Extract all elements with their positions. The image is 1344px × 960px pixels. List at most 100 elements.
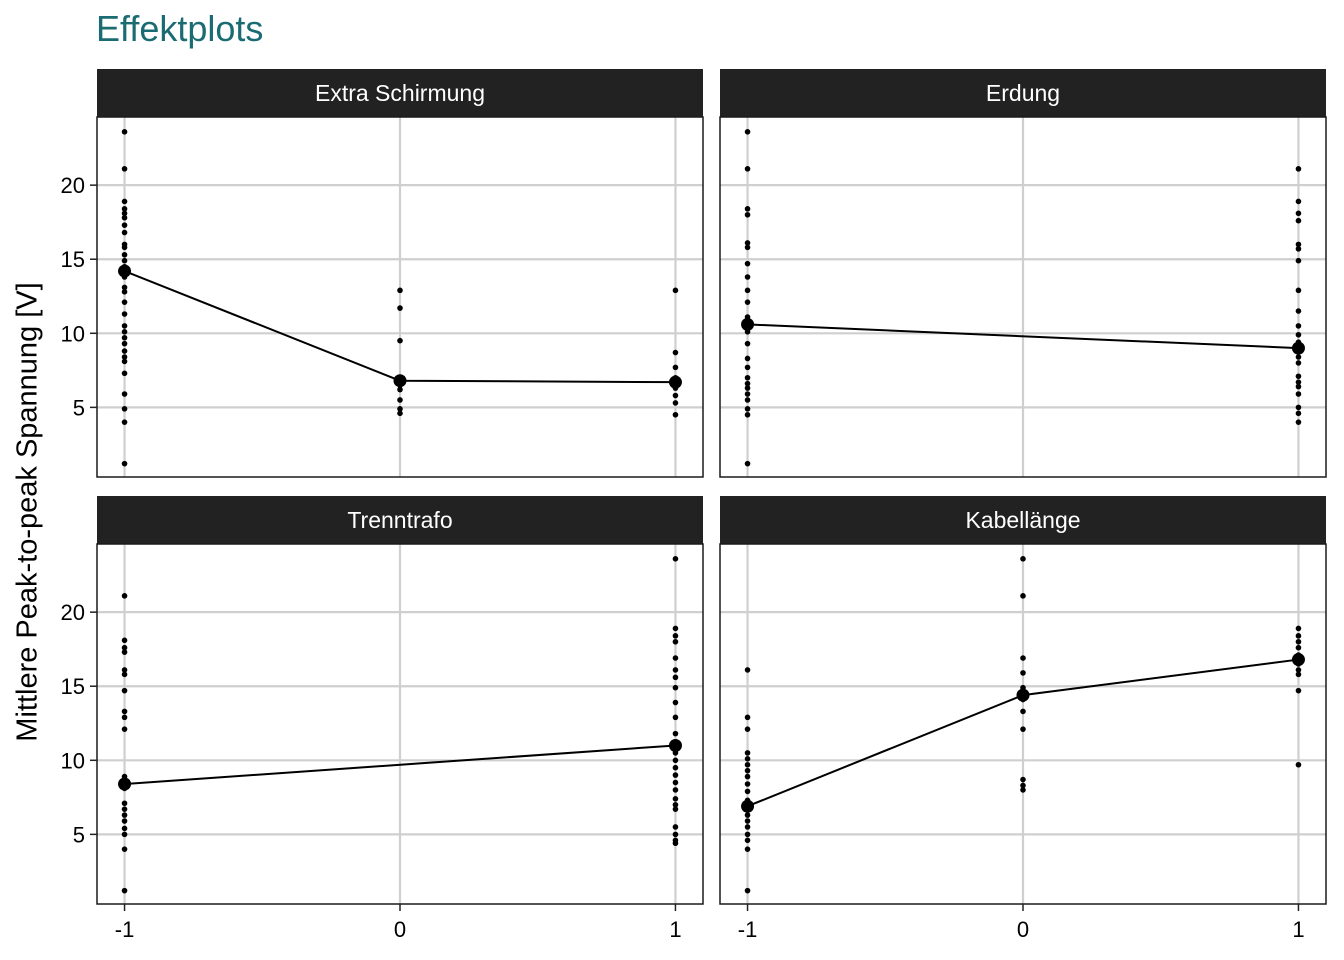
- data-point: [121, 887, 128, 894]
- facet-plot-area: [719, 116, 1327, 478]
- panel-frame: [719, 116, 1327, 478]
- data-point: [744, 767, 751, 774]
- data-point: [744, 824, 751, 830]
- data-point: [672, 757, 679, 764]
- data-point: [121, 637, 128, 644]
- data-point: [744, 781, 751, 787]
- data-point: [121, 289, 128, 295]
- data-point: [397, 287, 403, 294]
- effect-line: [124, 744, 676, 785]
- data-point: [744, 411, 751, 418]
- data-point: [397, 397, 403, 403]
- mean-point: [118, 777, 132, 791]
- data-point: [672, 556, 679, 562]
- data-point: [121, 222, 128, 228]
- data-point: [1295, 625, 1302, 632]
- facet-plot-area: 5 10 15 20: [61, 116, 704, 478]
- data-point: [121, 460, 128, 467]
- data-point: [672, 801, 679, 808]
- data-point: [672, 674, 679, 681]
- data-point: [744, 667, 751, 673]
- data-point: [672, 764, 679, 771]
- y-tick-label: 10: [61, 321, 85, 346]
- facet-plot-area: -1 0 1: [719, 543, 1327, 942]
- mean-point: [668, 375, 682, 389]
- data-point: [744, 385, 751, 391]
- data-point: [121, 299, 128, 305]
- data-point: [672, 772, 679, 778]
- data-point: [1295, 687, 1302, 694]
- data-point: [1295, 419, 1302, 425]
- data-point: [121, 726, 128, 732]
- data-point: [121, 334, 128, 341]
- data-point: [121, 251, 128, 258]
- data-point: [121, 800, 128, 807]
- mean-point: [741, 799, 755, 813]
- data-point: [672, 699, 679, 706]
- data-point: [121, 166, 128, 172]
- data-point: [744, 274, 751, 280]
- y-tick-label: 20: [61, 600, 85, 625]
- data-point: [744, 129, 751, 135]
- x-tick-label: 0: [1017, 917, 1029, 942]
- data-point: [744, 166, 751, 172]
- data-point: [744, 818, 751, 824]
- facet-plot-area: 5 10 15 20 -1 0 1: [61, 543, 704, 942]
- data-point: [1295, 354, 1302, 360]
- data-point: [672, 392, 679, 399]
- data-point: [121, 311, 128, 317]
- data-point: [1295, 246, 1302, 252]
- data-point: [121, 229, 128, 236]
- mean-point: [1291, 341, 1305, 355]
- data-point: [1295, 166, 1302, 172]
- data-point: [1295, 331, 1302, 338]
- data-point: [744, 391, 751, 397]
- data-point: [1295, 198, 1302, 205]
- data-point: [672, 638, 679, 645]
- data-point: [121, 244, 128, 251]
- data-point: [1295, 373, 1302, 380]
- data-point: [1020, 655, 1026, 661]
- data-point: [672, 411, 679, 418]
- data-point: [1295, 323, 1302, 329]
- data-point: [744, 206, 751, 212]
- data-point: [744, 812, 751, 818]
- data-point: [672, 787, 679, 793]
- data-point: [1295, 761, 1302, 768]
- data-point: [1295, 410, 1302, 417]
- data-point: [121, 370, 128, 377]
- mean-point: [1291, 653, 1305, 667]
- data-point: [744, 260, 751, 267]
- data-point: [121, 818, 128, 824]
- mean-point: [393, 374, 407, 388]
- data-point: [121, 644, 128, 651]
- data-point: [1295, 644, 1302, 651]
- data-point: [397, 305, 403, 311]
- data-point: [121, 391, 128, 397]
- data-point: [121, 687, 128, 694]
- data-point: [672, 806, 679, 812]
- data-point: [744, 761, 751, 768]
- data-point: [1295, 379, 1302, 385]
- facet-strip-label: Trenntrafo: [97, 496, 703, 544]
- data-point: [121, 593, 128, 599]
- data-point: [121, 671, 128, 678]
- data-point: [121, 340, 128, 347]
- data-point: [744, 340, 751, 347]
- data-point: [744, 846, 751, 852]
- y-axis-label: Mittlere Peak-to-peak Spannung [V]: [11, 282, 44, 742]
- facet-panel: Trenntrafo 5 10 15 20 -1 0 1: [61, 496, 704, 942]
- data-point: [121, 406, 128, 412]
- data-point: [121, 284, 128, 291]
- facet-panel: Erdung: [719, 69, 1327, 478]
- data-point: [1295, 210, 1302, 217]
- data-point: [672, 287, 679, 294]
- data-point: [744, 244, 751, 251]
- data-point: [672, 684, 679, 691]
- data-point: [744, 397, 751, 403]
- data-point: [1295, 308, 1302, 314]
- data-point: [121, 812, 128, 818]
- data-point: [121, 348, 128, 354]
- data-point: [397, 337, 403, 344]
- data-point: [121, 214, 128, 221]
